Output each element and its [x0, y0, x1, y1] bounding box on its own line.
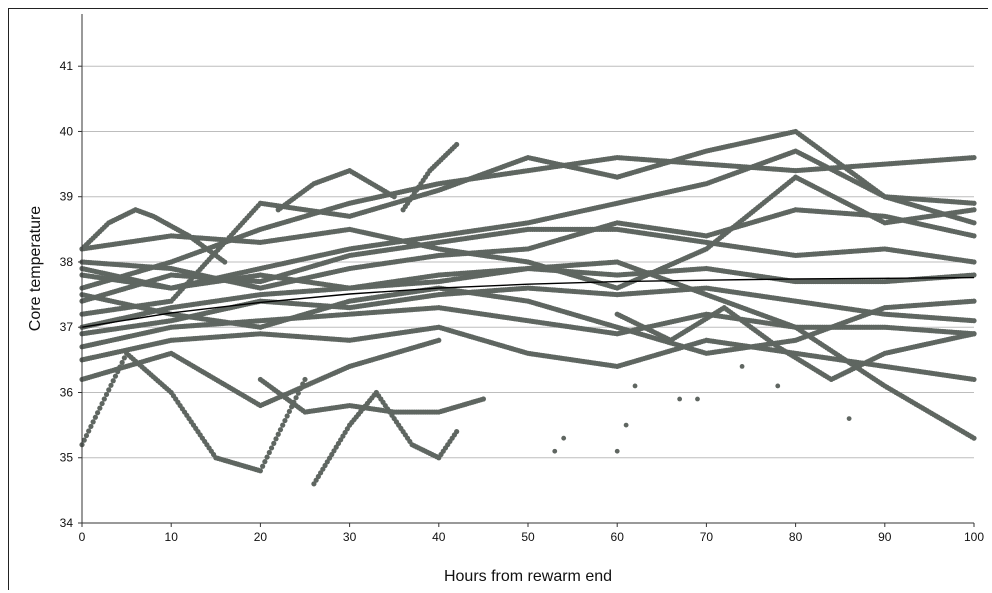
- series-13-point: [83, 432, 90, 439]
- series-13-point: [99, 400, 105, 407]
- series-9-point: [971, 207, 977, 213]
- series-5-point: [971, 318, 977, 324]
- data-points: [79, 128, 977, 487]
- series-10-point: [971, 298, 977, 304]
- series-4-point: [971, 272, 977, 278]
- series-13-point: [103, 391, 110, 398]
- series-13-point: [101, 396, 107, 402]
- series-13-point: [106, 387, 112, 393]
- series-13-point: [90, 419, 96, 425]
- series-13-point: [95, 410, 101, 416]
- series-13-point: [86, 428, 92, 434]
- series-13-point: [88, 423, 94, 430]
- series-12-point: [436, 337, 442, 343]
- series-13-point: [112, 373, 119, 379]
- series-13-point: [108, 382, 114, 388]
- series-7-point: [971, 376, 977, 383]
- series-1-point: [971, 200, 977, 206]
- series-13-point: [110, 378, 116, 384]
- series-8-point: [971, 435, 977, 441]
- series-3-point: [971, 259, 977, 265]
- series-13-point: [92, 414, 98, 420]
- chart-frame: [8, 8, 988, 590]
- series-2-point: [971, 220, 977, 226]
- series-0-point: [971, 154, 977, 161]
- series-13-point: [97, 405, 103, 411]
- series-11-point: [971, 233, 977, 239]
